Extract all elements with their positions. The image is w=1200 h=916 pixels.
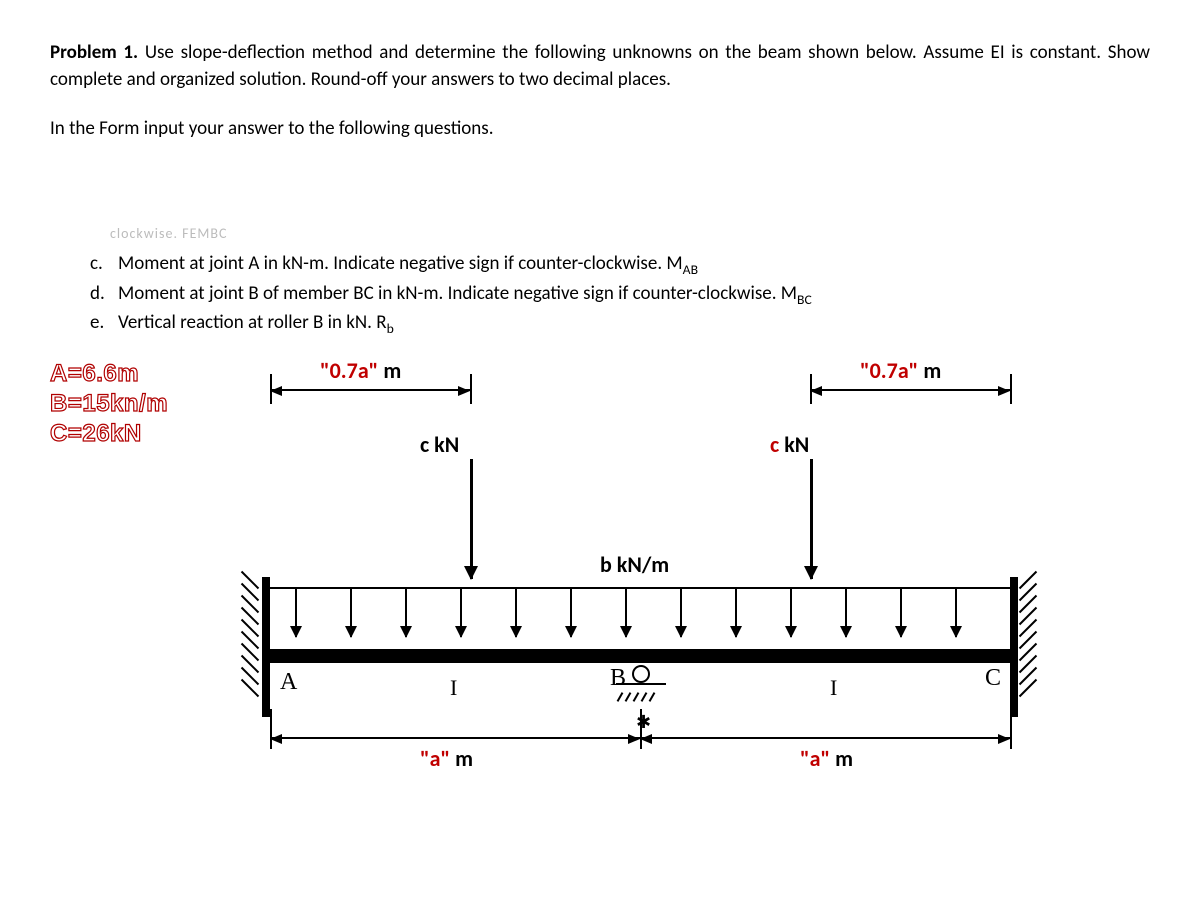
dim-tick [1010,709,1012,749]
span-label-right: "a" m [800,745,853,772]
letter-d: d. [90,280,118,310]
question-d: d. Moment at joint B of member BC in kN-… [90,280,1150,310]
node-label-b: B [610,665,626,692]
text-e: Vertical reaction at roller B in kN. Rb [118,309,394,339]
problem-title: Problem 1. [50,41,138,64]
text-d: Moment at joint B of member BC in kN-m. … [118,280,812,310]
parameter-block: A=6.6m B=15kn/m C=26kN [50,359,168,449]
dist-arrow [955,589,957,637]
question-list: c. Moment at joint A in kN-m. Indicate n… [90,250,1150,339]
dim-line-top-left [270,389,470,391]
dist-arrow [900,589,902,637]
problem-body: Use slope-deflection method and determin… [50,41,1150,91]
dist-arrow [735,589,737,637]
dist-arrow [845,589,847,637]
question-e: e. Vertical reaction at roller B in kN. … [90,309,1150,339]
i-label-left: I [450,675,457,701]
param-B: B=15kn/m [50,389,168,419]
dist-arrow [625,589,627,637]
dist-arrow [295,589,297,637]
dim-tick [1010,374,1012,404]
dist-arrow [515,589,517,637]
force-label-left: c kN [420,431,459,458]
dist-load-label: b kN/m [600,551,669,578]
dim-line-top-right [810,389,1010,391]
beam-diagram: "0.7a" m "0.7a" m c kN c kN b kN/m [240,359,1040,779]
dist-load-bar [270,587,1010,589]
hatch-left [238,579,268,719]
beam [270,649,1010,663]
dist-arrow [790,589,792,637]
faded-text: clockwise. FEMBC [110,225,227,242]
dim-label-top-left: "0.7a" m [320,357,401,384]
dim-line-bot-left [270,737,640,739]
force-arrow-right [810,459,813,579]
dist-arrow [570,589,572,637]
node-label-a: A [280,669,297,696]
dist-arrow [405,589,407,637]
dim-label-top-right: "0.7a" m [860,357,941,384]
diagram-area: A=6.6m B=15kn/m C=26kN "0.7a" m "0.7a" m… [50,359,1150,779]
letter-e: e. [90,309,118,339]
param-A: A=6.6m [50,359,168,389]
mid-marker: ✱ [636,711,651,733]
force-label-right: c kN [770,431,809,458]
text-c: Moment at joint A in kN-m. Indicate nega… [118,250,698,280]
i-label-right: I [830,675,837,701]
roller-support-b [632,665,650,683]
span-label-left: "a" m [420,745,473,772]
question-c: c. Moment at joint A in kN-m. Indicate n… [90,250,1150,280]
node-label-c: C [985,665,1001,692]
force-arrow-left [470,459,473,579]
form-instruction: In the Form input your answer to the fol… [50,117,1150,140]
dist-arrow [460,589,462,637]
dim-tick [470,374,472,404]
letter-c: c. [90,250,118,280]
param-C: C=26kN [50,419,168,449]
hatch-right [1016,579,1046,719]
problem-statement: Problem 1. Use slope-deflection method a… [50,40,1150,93]
dist-arrow [680,589,682,637]
dist-arrow [350,589,352,637]
dim-line-bot-right [640,737,1010,739]
faded-artifact-row: clockwise. FEMBC [50,160,1150,250]
